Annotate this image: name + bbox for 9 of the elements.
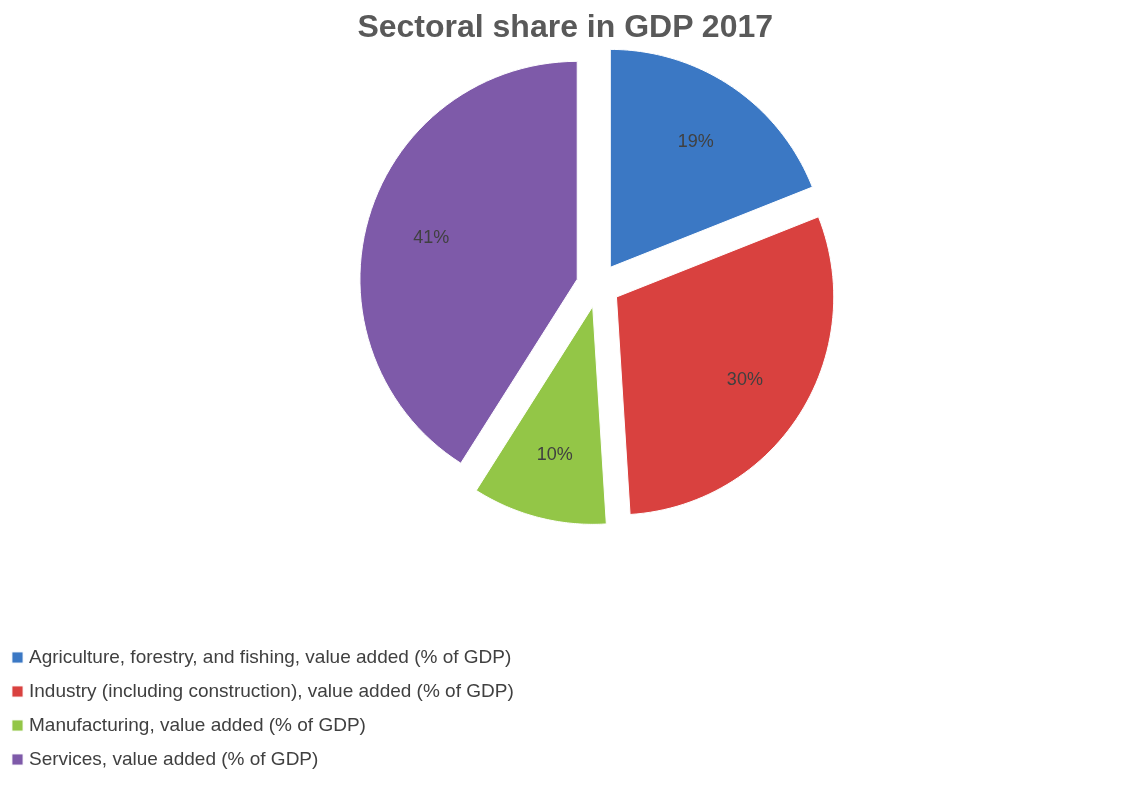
data-label: 41%	[413, 226, 450, 247]
chart-title: Sectoral share in GDP 2017	[357, 7, 774, 44]
legend-label: Industry (including construction), value added (% of GDP)	[29, 680, 514, 702]
legend-label: Manufacturing, value added (% of GDP)	[29, 714, 366, 736]
legend-label: Agriculture, forestry, and fishing, value added (% of GDP)	[29, 646, 512, 668]
data-label: 30%	[726, 368, 763, 389]
legend-label: Services, value added (% of GDP)	[29, 748, 319, 770]
data-label: 19%	[677, 131, 714, 152]
data-label: 10%	[536, 444, 573, 465]
